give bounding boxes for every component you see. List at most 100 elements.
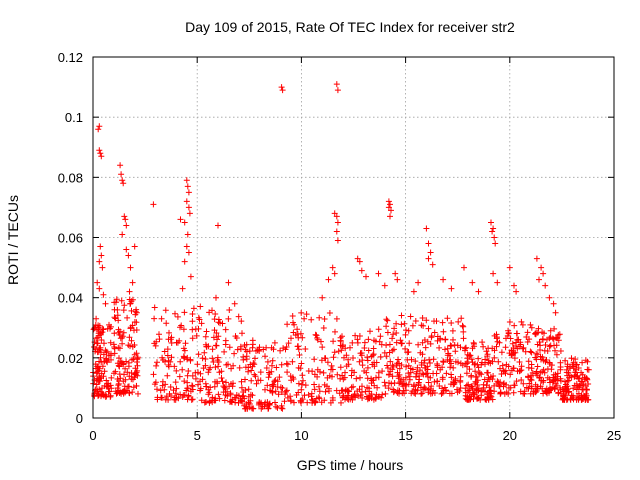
data-point <box>210 334 217 341</box>
data-point <box>369 377 376 384</box>
data-point <box>387 368 394 375</box>
data-point <box>311 356 318 363</box>
data-point <box>418 390 425 397</box>
data-point <box>115 317 122 324</box>
data-point <box>583 386 590 393</box>
data-point <box>363 369 370 376</box>
data-point <box>98 153 105 160</box>
data-point <box>298 309 305 316</box>
data-point <box>111 370 117 377</box>
data-point <box>236 364 243 371</box>
data-point <box>385 385 392 392</box>
data-point <box>270 383 277 390</box>
data-point <box>365 394 372 401</box>
data-point <box>295 389 302 396</box>
data-point <box>361 345 368 351</box>
data-point <box>524 329 531 336</box>
data-point <box>189 318 196 325</box>
data-point <box>111 330 118 337</box>
data-point <box>491 347 498 354</box>
data-point <box>576 375 583 382</box>
data-point <box>494 378 501 385</box>
data-point <box>239 330 245 337</box>
data-point <box>550 374 557 381</box>
data-point <box>564 378 571 384</box>
data-point <box>444 352 451 359</box>
data-point <box>571 373 578 380</box>
data-point <box>222 326 229 333</box>
data-point <box>297 330 304 337</box>
data-point <box>93 315 100 322</box>
data-point <box>527 348 534 355</box>
data-point <box>348 372 355 379</box>
data-point <box>202 333 209 340</box>
data-point <box>184 396 191 403</box>
data-point <box>404 349 411 356</box>
data-point <box>364 357 371 364</box>
data-point <box>484 378 491 385</box>
data-point <box>111 345 118 352</box>
data-point <box>209 346 216 353</box>
data-point <box>557 359 564 366</box>
data-point <box>495 358 502 365</box>
data-point <box>150 201 157 208</box>
data-point <box>422 344 429 351</box>
data-point <box>127 300 134 307</box>
data-point <box>312 331 319 338</box>
data-point <box>253 348 259 354</box>
data-point <box>475 288 482 295</box>
data-point <box>544 366 551 372</box>
data-point <box>97 346 104 353</box>
data-point <box>184 379 191 386</box>
data-point <box>341 354 347 361</box>
data-point <box>206 399 213 406</box>
data-point <box>312 399 319 406</box>
data-point <box>279 405 286 412</box>
data-point <box>506 264 513 271</box>
data-point <box>269 362 275 369</box>
data-point <box>218 368 225 375</box>
data-point <box>552 309 559 316</box>
data-point <box>212 395 219 402</box>
data-point <box>518 367 525 374</box>
data-point <box>269 388 276 395</box>
data-point <box>295 380 302 387</box>
data-point <box>428 333 435 339</box>
data-point <box>460 335 467 342</box>
data-point <box>401 320 408 327</box>
data-point <box>279 87 286 94</box>
data-point <box>248 367 255 374</box>
data-point <box>283 344 290 350</box>
data-point <box>130 384 137 391</box>
data-point <box>552 347 558 354</box>
data-point <box>359 395 366 401</box>
data-point <box>518 318 525 325</box>
data-point <box>491 388 498 395</box>
data-point <box>509 340 516 347</box>
data-point <box>329 264 336 271</box>
data-point <box>164 346 171 353</box>
data-point <box>415 379 422 386</box>
data-point <box>96 386 103 393</box>
data-point <box>287 393 294 400</box>
data-point <box>405 370 412 377</box>
data-point <box>364 364 371 371</box>
data-point <box>126 383 132 390</box>
data-point <box>386 341 393 348</box>
data-point <box>119 231 126 238</box>
data-point <box>414 364 421 371</box>
data-point <box>456 388 463 394</box>
data-point <box>514 368 521 375</box>
data-point <box>396 371 403 378</box>
data-point <box>383 316 390 323</box>
data-point <box>228 365 235 372</box>
data-point <box>228 398 235 405</box>
data-point <box>390 363 397 370</box>
data-point <box>554 377 561 384</box>
data-point <box>351 392 358 399</box>
data-point <box>513 330 520 337</box>
data-point <box>178 322 185 329</box>
data-point <box>233 392 240 398</box>
data-point <box>221 397 228 404</box>
data-point <box>195 351 202 358</box>
